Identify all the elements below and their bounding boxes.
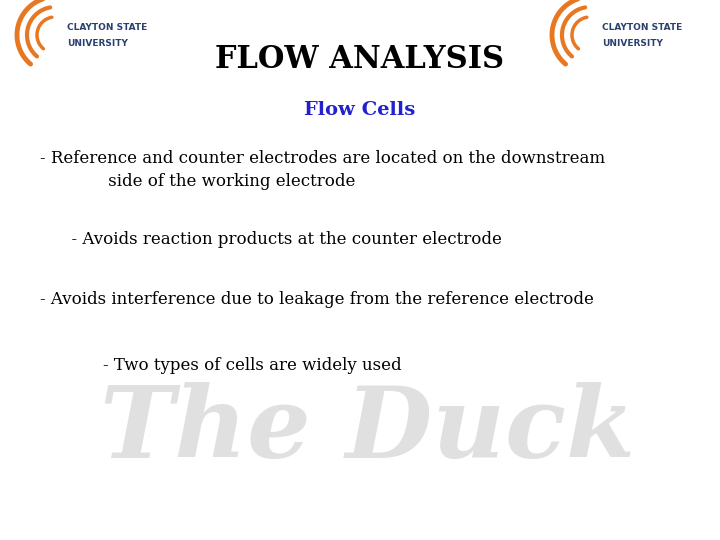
Text: UNIVERSITY: UNIVERSITY: [602, 38, 663, 48]
Text: CLAYTON STATE: CLAYTON STATE: [602, 23, 683, 31]
Text: UNIVERSITY: UNIVERSITY: [67, 38, 128, 48]
Text: - Avoids reaction products at the counter electrode: - Avoids reaction products at the counte…: [40, 232, 502, 248]
Text: - Two types of cells are widely used: - Two types of cells are widely used: [40, 356, 402, 374]
Text: - Avoids interference due to leakage from the reference electrode: - Avoids interference due to leakage fro…: [40, 292, 594, 308]
Text: CLAYTON STATE: CLAYTON STATE: [67, 23, 148, 31]
Text: Flow Cells: Flow Cells: [305, 101, 415, 119]
Text: The Duck: The Duck: [100, 382, 635, 478]
Text: FLOW ANALYSIS: FLOW ANALYSIS: [215, 44, 505, 76]
Text: - Reference and counter electrodes are located on the downstream
             si: - Reference and counter electrodes are l…: [40, 150, 605, 190]
